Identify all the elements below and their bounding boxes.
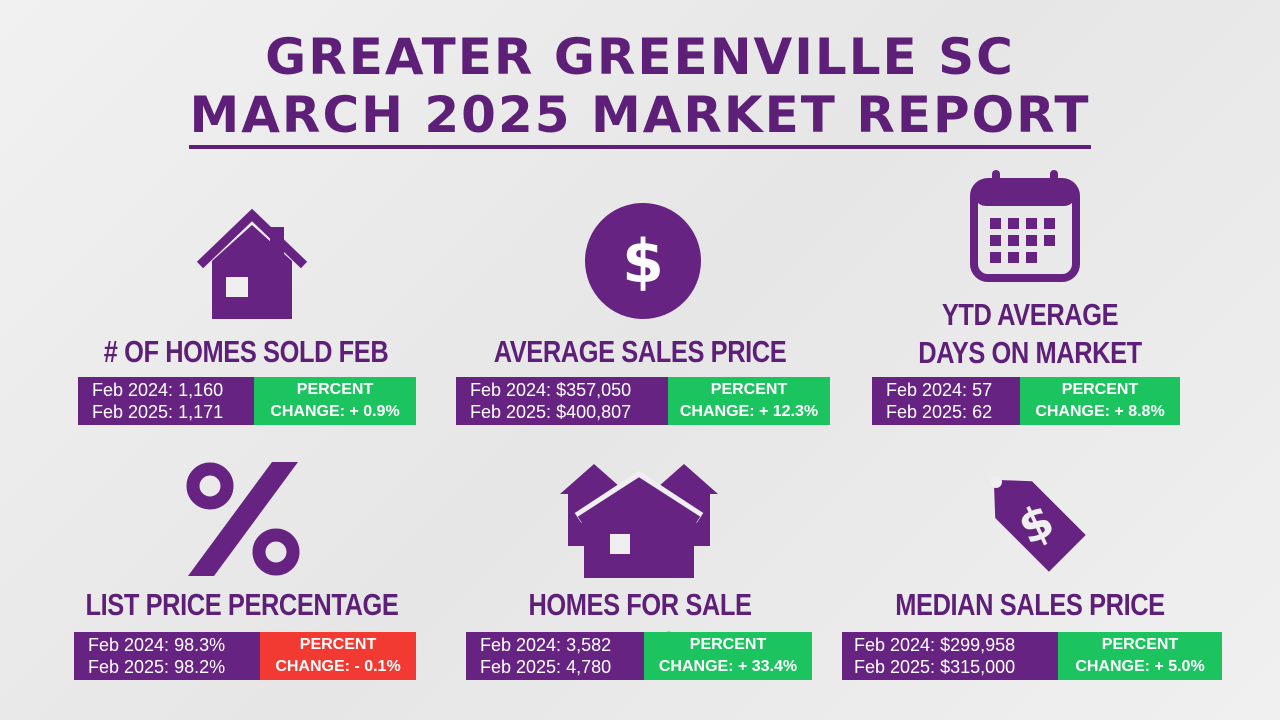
list-price-pct-2025: Feb 2025: 98.2% — [88, 657, 226, 677]
median-sales-price-change: PERCENT CHANGE: + 5.0% — [1058, 632, 1222, 680]
days-on-market-label: YTD AVERAGE DAYS ON MARKET — [918, 297, 1142, 370]
median-sales-price-2024: Feb 2024: $299,958 — [854, 635, 1016, 655]
days-on-market-change-value: CHANGE: + 8.8% — [1035, 403, 1165, 420]
avg-sales-price-change-title: PERCENT — [710, 381, 788, 398]
homes-sold-change-value: CHANGE: + 0.9% — [270, 403, 400, 420]
avg-sales-price-2024: Feb 2024: $357,050 — [470, 380, 632, 400]
homes-sold-change-title: PERCENT — [296, 381, 374, 398]
median-sales-price-stats: Feb 2024: $299,958 Feb 2025: $315,000 PE… — [842, 632, 1222, 680]
list-price-pct-stats: Feb 2024: 98.3% Feb 2025: 98.2% PERCENT … — [74, 632, 416, 680]
list-price-pct-2024: Feb 2024: 98.3% — [88, 635, 226, 655]
inventory-stats: Feb 2024: 3,582 Feb 2025: 4,780 PERCENT … — [466, 632, 812, 680]
report-title-line2-text: MARCH 2025 MARKET REPORT — [189, 86, 1091, 149]
homes-sold-values: Feb 2024: 1,160 Feb 2025: 1,171 — [78, 377, 254, 425]
report-title-line1: GREATER GREENVILLE SC — [265, 28, 1015, 86]
list-price-pct-label: LIST PRICE PERCENTAGE — [85, 587, 399, 622]
price-tag-icon: $ — [990, 476, 1086, 572]
avg-sales-price-stats: Feb 2024: $357,050 Feb 2025: $400,807 PE… — [456, 377, 830, 425]
median-sales-price-change-title: PERCENT — [1101, 636, 1179, 653]
inventory-change: PERCENT CHANGE: + 33.4% — [644, 632, 812, 680]
homes-sold-stats: Feb 2024: 1,160 Feb 2025: 1,171 PERCENT … — [78, 377, 416, 425]
inventory-2025: Feb 2025: 4,780 — [480, 657, 612, 677]
avg-sales-price-change: PERCENT CHANGE: + 12.3% — [668, 377, 830, 425]
inventory-change-title: PERCENT — [689, 636, 767, 653]
homes-sold-change: PERCENT CHANGE: + 0.9% — [254, 377, 416, 425]
median-sales-price-2025: Feb 2025: $315,000 — [854, 657, 1016, 677]
days-on-market-stats: Feb 2024: 57 Feb 2025: 62 PERCENT CHANGE… — [872, 377, 1180, 425]
homes-sold-label: # OF HOMES SOLD FEB — [103, 334, 389, 369]
calendar-icon — [970, 170, 1080, 282]
days-on-market-change: PERCENT CHANGE: + 8.8% — [1020, 377, 1180, 425]
median-sales-price-label: MEDIAN SALES PRICE — [895, 587, 1165, 622]
percent-icon — [186, 462, 300, 576]
dollar-coin-icon: $ — [585, 203, 701, 319]
inventory-2024: Feb 2024: 3,582 — [480, 635, 612, 655]
avg-sales-price-values: Feb 2024: $357,050 Feb 2025: $400,807 — [456, 377, 668, 425]
homes-sold-2025: Feb 2025: 1,171 — [92, 402, 224, 422]
avg-sales-price-change-value: CHANGE: + 12.3% — [679, 403, 819, 420]
homes-sold-2024: Feb 2024: 1,160 — [92, 380, 224, 400]
days-on-market-values: Feb 2024: 57 Feb 2025: 62 — [872, 377, 1020, 425]
days-on-market-2025: Feb 2025: 62 — [886, 402, 993, 422]
days-on-market-change-title: PERCENT — [1061, 381, 1139, 398]
list-price-pct-change: PERCENT CHANGE: - 0.1% — [260, 632, 416, 680]
median-sales-price-change-value: CHANGE: + 5.0% — [1075, 658, 1205, 675]
list-price-pct-values: Feb 2024: 98.3% Feb 2025: 98.2% — [74, 632, 260, 680]
list-price-pct-change-title: PERCENT — [299, 636, 377, 653]
avg-sales-price-label: AVERAGE SALES PRICE — [493, 334, 787, 369]
inventory-change-value: CHANGE: + 33.4% — [658, 658, 798, 675]
report-title-line2: MARCH 2025 MARKET REPORT — [0, 86, 1280, 149]
houses-icon — [560, 464, 718, 578]
avg-sales-price-2025: Feb 2025: $400,807 — [470, 402, 632, 422]
days-on-market-2024: Feb 2024: 57 — [886, 380, 993, 400]
median-sales-price-values: Feb 2024: $299,958 Feb 2025: $315,000 — [842, 632, 1058, 680]
svg-text:$: $ — [622, 227, 664, 297]
house-icon — [196, 208, 308, 319]
inventory-values: Feb 2024: 3,582 Feb 2025: 4,780 — [466, 632, 644, 680]
list-price-pct-change-value: CHANGE: - 0.1% — [275, 658, 401, 675]
